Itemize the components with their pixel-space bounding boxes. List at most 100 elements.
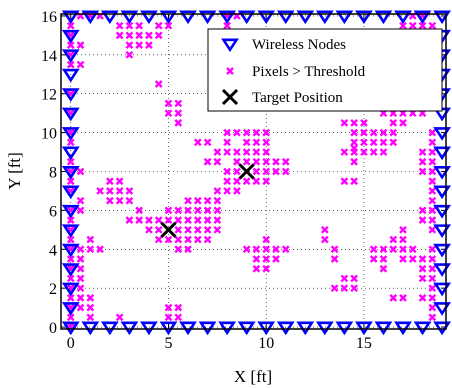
x-mark-stroke [399, 225, 407, 234]
x-mark-stroke [379, 255, 388, 263]
x-mark-stroke [76, 196, 85, 205]
x-mark-stroke [369, 138, 378, 147]
pixel-point [203, 235, 212, 244]
x-mark-stroke [389, 245, 398, 254]
legend-label: Target Position [252, 90, 343, 106]
pixel-point [350, 157, 358, 166]
x-mark-stroke [418, 167, 427, 176]
x-mark-stroke [379, 245, 388, 254]
pixel-point [125, 21, 134, 30]
pixel-point [418, 274, 427, 283]
x-mark-stroke [154, 80, 163, 88]
pixel-point [193, 225, 202, 234]
x-mark-stroke [76, 255, 85, 263]
pixel-point [164, 235, 173, 244]
x-mark-stroke [223, 167, 231, 176]
node-point [296, 10, 315, 25]
x-mark-stroke [350, 138, 358, 147]
x-mark-stroke [145, 216, 153, 224]
node-point [61, 185, 80, 200]
x-mark-stroke [223, 21, 231, 30]
x-mark-stroke [203, 196, 212, 205]
x-mark-stroke [174, 109, 183, 118]
pixel-point [76, 284, 85, 293]
pixel-point [203, 138, 212, 147]
pixel-point [193, 196, 202, 205]
x-mark-stroke [340, 119, 349, 127]
x-mark-stroke [252, 157, 261, 166]
pixel-point [428, 138, 437, 147]
x-mark-stroke [115, 21, 124, 30]
pixel-point [76, 206, 85, 215]
x-mark-stroke [213, 187, 222, 195]
pixel-point [428, 294, 437, 302]
x-mark-stroke [418, 206, 427, 215]
pixel-point [66, 60, 75, 69]
pixel-point [223, 128, 231, 137]
x-mark-stroke [203, 216, 212, 224]
pixel-point [340, 284, 349, 293]
legend-node-marker [221, 38, 239, 53]
x-mark-stroke [242, 157, 251, 166]
pixel-point [76, 255, 85, 263]
pixel-point [213, 157, 222, 166]
pixel-point [418, 148, 427, 156]
x-mark-stroke [262, 148, 271, 156]
x-mark-stroke [418, 148, 427, 156]
x-mark-stroke [418, 157, 427, 166]
legend-pixel-marker [226, 67, 234, 75]
pixel-point [379, 255, 388, 263]
x-mark-stroke [252, 167, 261, 176]
x-mark-stroke [262, 235, 271, 244]
x-mark-stroke [66, 235, 75, 244]
x-mark-stroke [135, 41, 144, 49]
pixel-point [408, 21, 417, 30]
node-point [120, 321, 139, 336]
pixel-point [203, 206, 212, 215]
y-tick-label: 10 [41, 126, 57, 143]
pixel-point [86, 235, 95, 244]
x-mark-stroke [193, 138, 202, 147]
node-point [100, 10, 119, 25]
pixel-point [145, 41, 153, 49]
x-axis-label: X [ft] [234, 367, 272, 386]
pixel-point [213, 148, 222, 156]
pixel-point [154, 21, 163, 30]
x-mark-stroke [160, 221, 177, 238]
x-mark-stroke [184, 196, 192, 205]
pixel-point [389, 119, 398, 127]
x-mark-stroke [135, 21, 144, 30]
legend-label: Pixels > Threshold [252, 64, 366, 80]
pixel-point [369, 148, 378, 156]
x-mark-stroke [233, 167, 241, 176]
node-point [61, 321, 80, 336]
pixel-point [281, 167, 290, 176]
plot-data [61, 10, 451, 336]
pixel-point [193, 216, 202, 224]
y-tick-label: 12 [41, 87, 57, 104]
x-mark-stroke [184, 235, 192, 244]
x-mark-stroke [242, 245, 251, 254]
x-mark-stroke [350, 177, 358, 186]
x-mark-stroke [262, 138, 271, 147]
x-mark-stroke [76, 303, 85, 312]
pixel-point [115, 187, 124, 195]
x-mark-stroke [233, 157, 241, 166]
x-mark-stroke [174, 303, 183, 312]
node-point [61, 204, 80, 219]
x-mark-stroke [340, 274, 349, 283]
pixel-point [360, 138, 368, 147]
pixel-point [281, 157, 290, 166]
x-mark-stroke [320, 225, 329, 234]
pixel-point [174, 313, 183, 322]
x-tick-label: 5 [164, 335, 172, 352]
x-tick-label: 0 [67, 335, 75, 352]
x-mark-stroke [115, 31, 124, 40]
pixel-point [262, 264, 271, 273]
pixel-point [184, 225, 192, 234]
x-mark-stroke [145, 31, 153, 40]
x-mark-stroke [389, 119, 398, 127]
pixel-point [164, 303, 173, 312]
x-mark-stroke [281, 167, 290, 176]
x-mark-stroke [164, 206, 173, 215]
